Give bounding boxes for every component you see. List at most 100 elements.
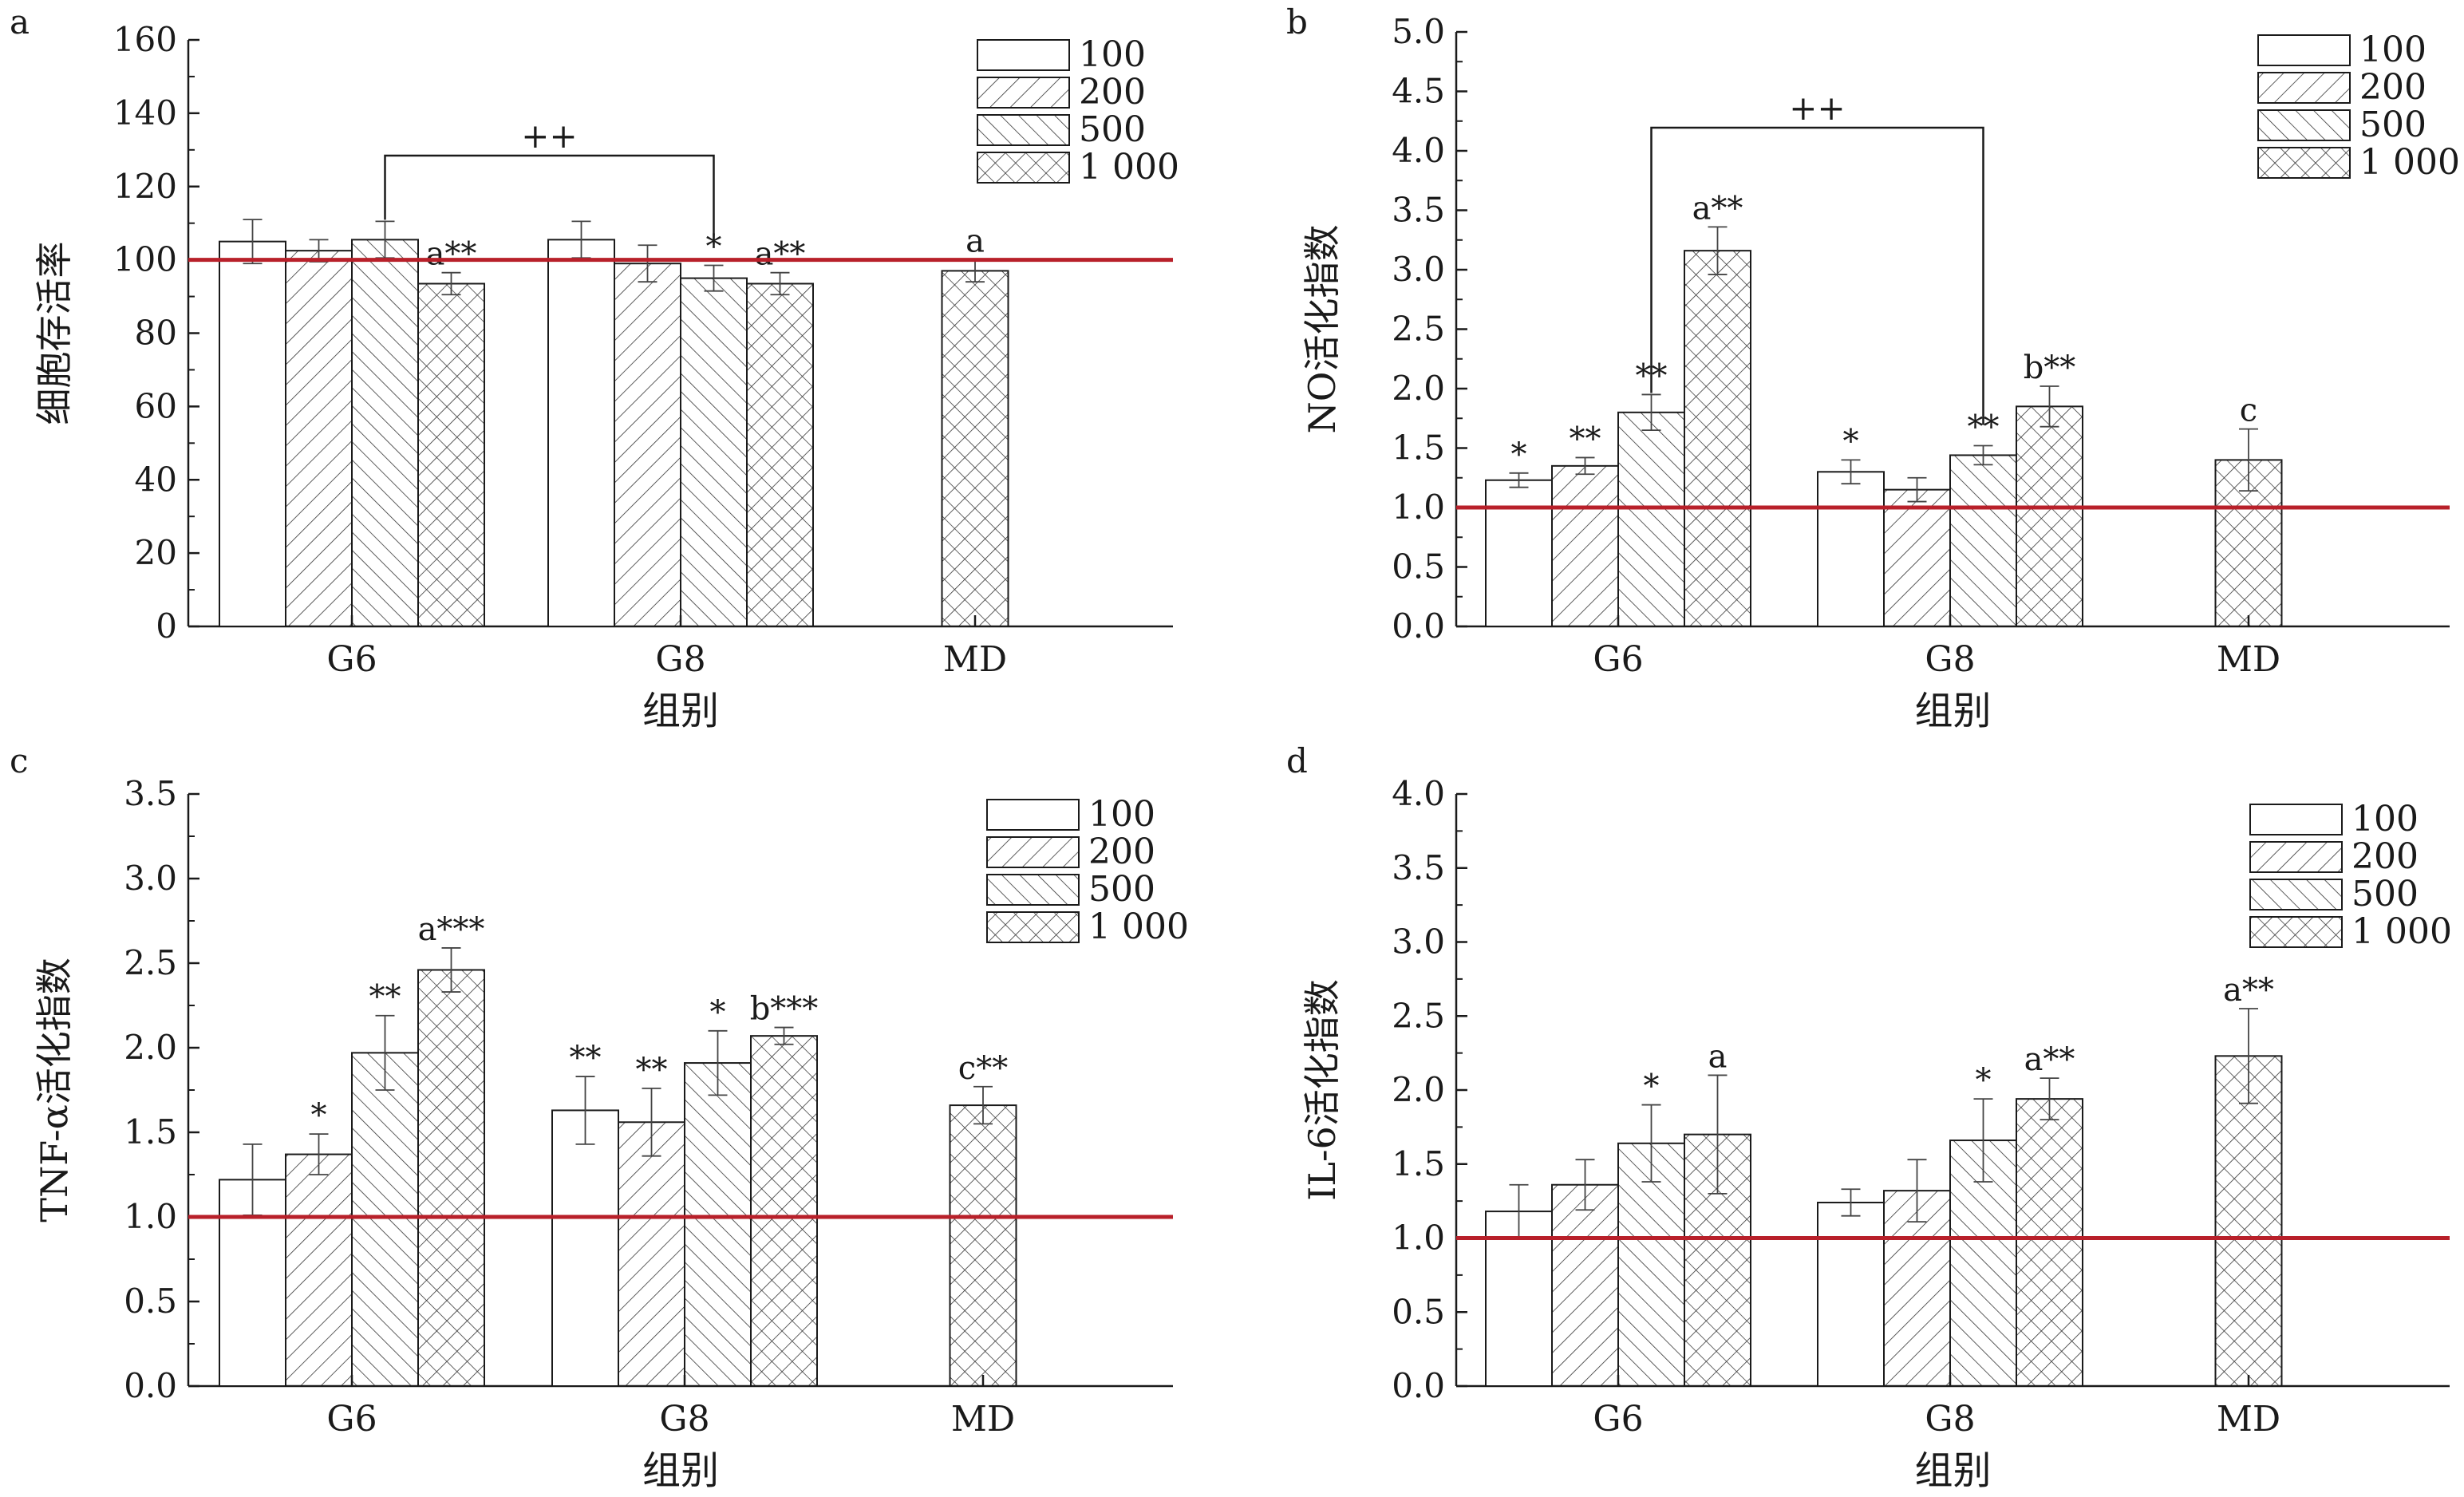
legend-swatch — [2249, 916, 2343, 948]
bar-MD-1000 — [2214, 1055, 2283, 1387]
legend-label: 500 — [1088, 869, 1155, 910]
y-tick-label: 140 — [113, 93, 177, 132]
comparison-bracket — [1650, 126, 1984, 425]
y-axis-label: TNF-α活化指数 — [33, 958, 76, 1222]
y-tick-label: 0.0 — [124, 1366, 177, 1405]
y-axis-label: 细胞存活率 — [33, 242, 76, 425]
bar-G6-200 — [1551, 1183, 1619, 1387]
legend-label: 200 — [1088, 831, 1155, 872]
x-tick-label: G8 — [659, 1399, 709, 1440]
significance-label: ** — [1570, 421, 1601, 457]
y-tick-label: 160 — [113, 20, 177, 59]
bar-G6-1000 — [417, 282, 485, 627]
legend-swatch — [977, 39, 1070, 71]
y-tick-label: 20 — [135, 533, 177, 572]
x-tick-label: MD — [943, 639, 1007, 680]
legend-swatch — [2249, 841, 2343, 873]
y-tick-label: 0.5 — [124, 1282, 177, 1321]
bar-G8-200 — [1883, 1190, 1951, 1388]
significance-label: b** — [2024, 350, 2076, 386]
bar-G8-100 — [547, 239, 615, 627]
legend-swatch — [986, 874, 1080, 906]
bar-G6-1000 — [1684, 250, 1751, 627]
x-tick-label: MD — [2217, 1399, 2280, 1440]
significance-label: b*** — [750, 991, 819, 1028]
y-tick-label: 2.0 — [124, 1028, 177, 1067]
legend-swatch — [977, 152, 1070, 184]
bar-G6-500 — [351, 1052, 419, 1387]
bar-G8-1000 — [2016, 405, 2083, 627]
y-tick-label: 40 — [135, 460, 177, 499]
legend-label: 1 000 — [1088, 906, 1189, 947]
legend-swatch — [2257, 34, 2351, 66]
bar-G8-100 — [1817, 471, 1885, 627]
y-tick-label: 120 — [113, 167, 177, 206]
y-tick-label: 3.5 — [1392, 191, 1445, 230]
y-tick-label: 3.5 — [124, 774, 177, 813]
legend-label: 100 — [1088, 794, 1155, 835]
x-tick-label: G8 — [1925, 639, 1975, 680]
bar-G6-100 — [1485, 479, 1553, 627]
legend-swatch — [986, 799, 1080, 831]
y-tick-label: 0.5 — [1392, 547, 1445, 587]
significance-label: a — [1708, 1038, 1728, 1075]
legend-label: 1 000 — [2351, 911, 2452, 952]
legend-swatch — [2257, 72, 2351, 104]
y-tick-label: 5.0 — [1392, 12, 1445, 51]
bar-G6-200 — [1551, 464, 1619, 627]
bar-G8-500 — [1949, 454, 2017, 627]
y-tick-label: 60 — [135, 386, 177, 425]
y-tick-label: 2.5 — [1392, 996, 1445, 1035]
legend-label: 1 000 — [2359, 142, 2460, 183]
x-axis-label: 组别 — [642, 1448, 719, 1493]
bar-G8-500 — [684, 1062, 752, 1387]
y-tick-label: 4.5 — [1392, 72, 1445, 111]
bar-G8-100 — [551, 1109, 619, 1387]
bracket-label: ++ — [1789, 89, 1845, 128]
bar-G6-500 — [1617, 411, 1685, 627]
bar-G6-500 — [351, 239, 419, 627]
significance-label: ** — [369, 979, 401, 1016]
legend-label: 200 — [2359, 67, 2426, 108]
y-tick-label: 0.0 — [1392, 606, 1445, 646]
y-tick-label: 1.0 — [124, 1197, 177, 1236]
significance-label: a*** — [418, 911, 485, 948]
y-axis-label: IL-6活化指数 — [1301, 979, 1344, 1201]
significance-label: * — [1511, 436, 1527, 473]
y-tick-label: 100 — [113, 240, 177, 279]
significance-label: * — [1976, 1062, 1992, 1099]
panel-label: d — [1286, 741, 1308, 780]
bar-G8-200 — [618, 1121, 685, 1388]
legend-label: 500 — [2359, 105, 2426, 145]
comparison-bracket — [384, 154, 715, 245]
y-tick-label: 3.0 — [124, 859, 177, 898]
bar-G6-200 — [285, 1153, 353, 1388]
significance-label: * — [1843, 423, 1859, 460]
significance-label: a** — [2024, 1041, 2075, 1078]
legend-label: 100 — [1079, 34, 1146, 75]
x-tick-label: G6 — [1593, 1399, 1643, 1440]
x-tick-label: G6 — [1593, 639, 1643, 680]
significance-label: * — [710, 994, 726, 1031]
x-tick-label: G8 — [1925, 1399, 1975, 1440]
y-axis-label: NO活化指数 — [1301, 225, 1344, 434]
bar-G8-200 — [614, 263, 681, 627]
significance-label: a** — [2223, 972, 2274, 1009]
y-tick-label: 1.0 — [1392, 488, 1445, 527]
y-tick-label: 3.0 — [1392, 250, 1445, 289]
significance-label: a** — [755, 236, 806, 273]
bar-G6-100 — [219, 240, 286, 627]
significance-label: ** — [636, 1052, 668, 1088]
y-tick-label: 0.5 — [1392, 1292, 1445, 1331]
y-tick-label: 4.0 — [1392, 131, 1445, 170]
panel-label: b — [1286, 2, 1308, 41]
significance-label: * — [1644, 1068, 1660, 1105]
legend-swatch — [2257, 147, 2351, 179]
bar-G8-200 — [1883, 488, 1951, 628]
significance-label: a** — [426, 236, 477, 273]
legend-label: 500 — [1079, 109, 1146, 150]
legend-label: 200 — [2351, 836, 2419, 877]
y-tick-label: 2.5 — [1392, 310, 1445, 349]
significance-label: ** — [570, 1040, 602, 1076]
